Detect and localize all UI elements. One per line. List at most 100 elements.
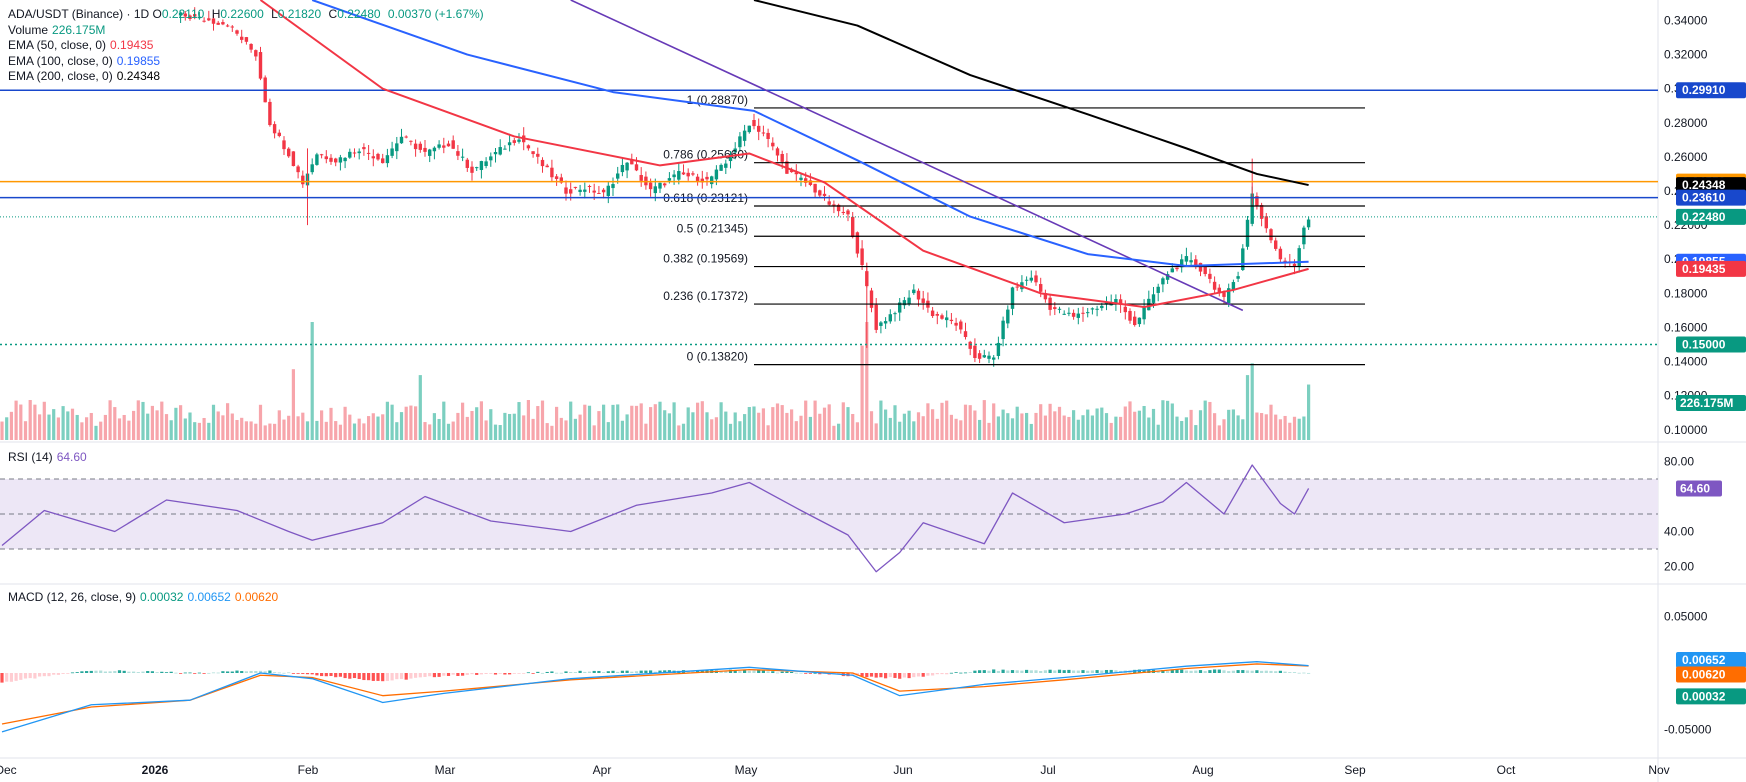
volume-bar [226,403,230,440]
candle-body [348,151,352,158]
volume-badge-text: 226.175M [1680,396,1733,410]
ema50-value: 0.19435 [110,38,154,52]
candle-body [996,342,1001,356]
macd-histogram-bar [1260,670,1264,673]
candle-body [559,177,563,183]
candle-body [338,157,343,163]
macd-histogram-bar [432,673,436,678]
candle-body [883,321,888,324]
time-axis-label: Mar [435,763,456,777]
volume-bar [841,402,845,440]
candle-body [489,156,493,161]
macd-histogram-bar [1184,670,1188,673]
candle-body [287,148,291,157]
macd-histogram-bar [743,670,747,673]
volume-bar [1095,408,1099,440]
price-label-text: 0.15000 [1682,337,1726,351]
macd-histogram-bar [1198,670,1203,673]
candle-body [1217,287,1221,293]
macd-histogram-bar [733,670,737,673]
volume-bar [1297,418,1301,440]
ema50-legend[interactable]: EMA (50, close, 0) 0.19435 [8,38,488,54]
candle-body [1194,259,1198,268]
candle-body [625,162,629,171]
macd-histogram-bar [738,671,742,673]
macd-histogram-bar [931,673,935,676]
candle-body [451,140,455,149]
volume-bar [254,423,258,440]
volume-bar [790,409,794,440]
candle-body [343,157,347,162]
volume-bar [470,410,474,440]
candle-body [1118,299,1123,305]
candle-body [710,176,714,185]
volume-bar [150,405,154,440]
volume-bar [446,423,451,440]
volume-bar [164,414,169,440]
macd-histogram-bar [362,673,366,681]
macd-histogram-bar [1227,671,1231,673]
volume-bar [1151,408,1156,440]
macd-histogram-bar [437,673,441,677]
macd-histogram-bar [141,671,145,673]
ema200-legend[interactable]: EMA (200, close, 0) 0.24348 [8,69,488,85]
macd-histogram-bar [446,673,451,676]
volume-bar [80,422,84,440]
candle-body [301,175,305,185]
macd-histogram-bar [305,673,310,675]
volume-bar [719,402,723,440]
time-axis-label: 2026 [142,763,169,777]
macd-histogram-bar [150,671,154,673]
macd-histogram-bar [155,672,159,673]
volume-bar [0,421,4,440]
volume-bar [493,424,498,440]
volume-bar [1029,423,1033,440]
candle-body [517,139,521,142]
volume-bar [912,421,916,440]
macd-histogram-bar [268,670,272,673]
macd-legend[interactable]: MACD (12, 26, close, 9) 0.00032 0.00652 0.0… [8,590,278,606]
macd-histogram-bar [367,673,371,681]
volume-bar [1245,375,1250,440]
macd-histogram-bar [89,670,93,673]
volume-bar [954,418,958,440]
volume-bar [1302,416,1306,440]
volume-bar [846,407,850,440]
symbol-label[interactable]: ADA/USDT (Binance) · 1D [8,7,150,21]
candle-body [973,345,977,358]
macd-histogram-bar [103,671,107,673]
candle-body [1184,256,1189,262]
macd-histogram-bar [348,673,352,679]
macd-histogram-bar [686,671,690,673]
volume-bar [714,417,718,440]
candle-body [531,151,535,155]
volume-bar [653,404,657,440]
macd-histogram-bar [329,673,333,677]
ema100-legend[interactable]: EMA (100, close, 0) 0.19855 [8,54,488,70]
candle-body [860,248,864,265]
macd-histogram-bar [61,673,65,674]
macd-histogram-bar [127,671,131,673]
candle-body [225,25,230,27]
macd-histogram-bar [1039,671,1043,673]
candle-body [578,189,582,192]
macd-histogram-bar [226,671,230,673]
macd-histogram-bar [273,672,277,674]
macd-histogram-bar [888,673,892,678]
macd-histogram-bar [230,671,234,673]
high-value: 0.22600 [220,7,264,21]
volume-bar [658,401,662,440]
candle-body [846,210,850,215]
macd-histogram-bar [1307,672,1311,674]
candle-body [366,152,371,154]
volume-bar [85,417,89,440]
volume-legend[interactable]: Volume 226.175M [8,23,488,39]
volume-bar [183,418,187,440]
low-value: 0.21820 [277,7,322,21]
volume-bar [884,409,888,440]
macd-histogram-bar [926,673,930,676]
rsi-legend[interactable]: RSI (14) 64.60 [8,450,87,466]
time-axis-label: Oct [1497,763,1516,777]
candle-body [211,18,216,24]
